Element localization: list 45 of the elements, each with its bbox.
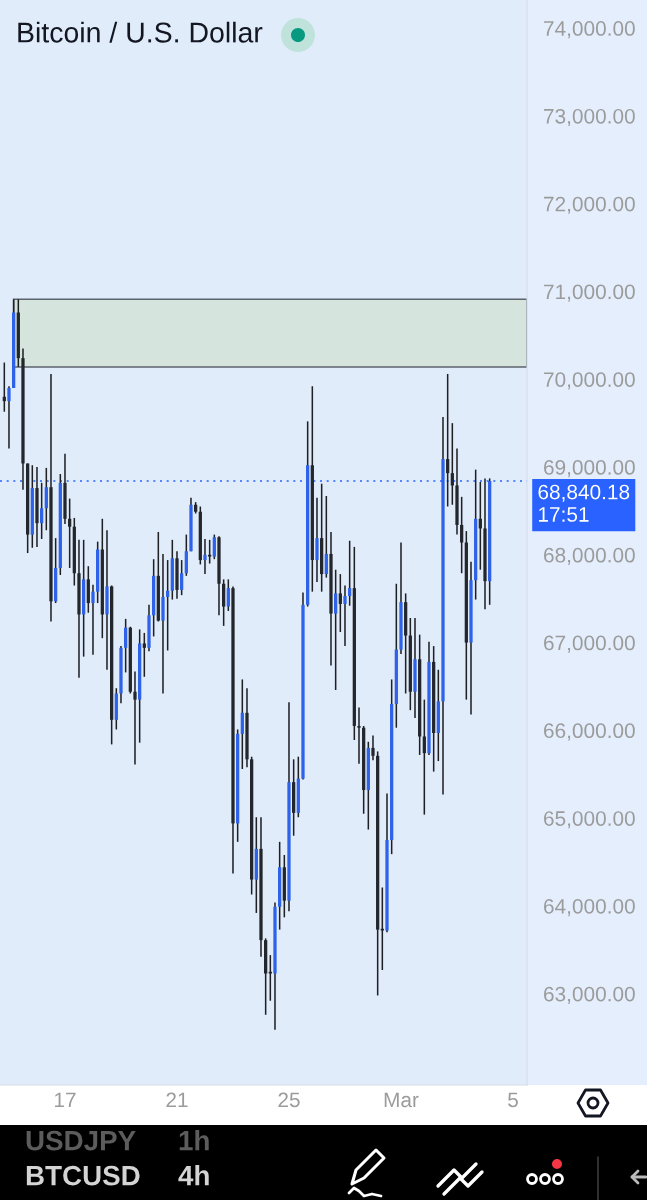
candlestick [133, 670, 137, 766]
text: 4h [178, 1165, 209, 1186]
candlestick [357, 706, 361, 765]
y-tick-label: 69,000.00 [544, 460, 635, 478]
text: BTCUSD [26, 1165, 140, 1186]
y-tick-label: 67,000.00 [544, 635, 635, 653]
y-tick-label: 66,000.00 [544, 723, 635, 741]
candlestick [91, 583, 95, 656]
candlestick [348, 539, 352, 607]
candlestick [222, 578, 226, 627]
candlestick [86, 565, 90, 614]
candlestick [142, 632, 146, 678]
text: Bitcoin / U.S. Dollar [18, 21, 263, 43]
text: 1h [179, 1130, 209, 1151]
y-tick-label: 63,000.00 [544, 986, 635, 1004]
ref-line-label: 68,840.18 17:51 [538, 484, 630, 522]
candlestick [450, 422, 454, 506]
candlestick [184, 533, 188, 577]
candlestick [68, 497, 72, 569]
candlestick [208, 539, 212, 565]
candlestick [460, 496, 464, 574]
candlestick [343, 584, 347, 647]
y-tick-label: 64,000.00 [544, 898, 635, 917]
x-tick-label: 5 [508, 1092, 518, 1108]
x-tick-label: Mar [384, 1092, 419, 1108]
candlestick [166, 559, 170, 652]
candlestick [124, 618, 128, 674]
y-tick-label: 70,000.00 [544, 372, 635, 390]
y-tick-label: 65,000.00 [544, 811, 635, 829]
candlestick [338, 573, 342, 633]
y-tick-label: 71,000.00 [544, 284, 635, 302]
candlestick [446, 373, 450, 508]
candlestick [268, 954, 272, 1002]
y-tick-label: 74,000.00 [544, 21, 635, 39]
x-tick-label: 25 [278, 1092, 300, 1108]
candlestick [371, 734, 375, 761]
x-tick-label: 21 [166, 1092, 188, 1108]
candlestick [380, 886, 384, 971]
text: USDJPY [26, 1130, 136, 1151]
y-tick-label: 68,000.00 [544, 547, 635, 565]
candlestick [161, 553, 165, 695]
y-tick-label: 72,000.00 [544, 196, 635, 214]
x-tick-label: 17 [54, 1092, 76, 1108]
candlestick [7, 385, 11, 450]
y-tick-label: 73,000.00 [544, 108, 635, 127]
